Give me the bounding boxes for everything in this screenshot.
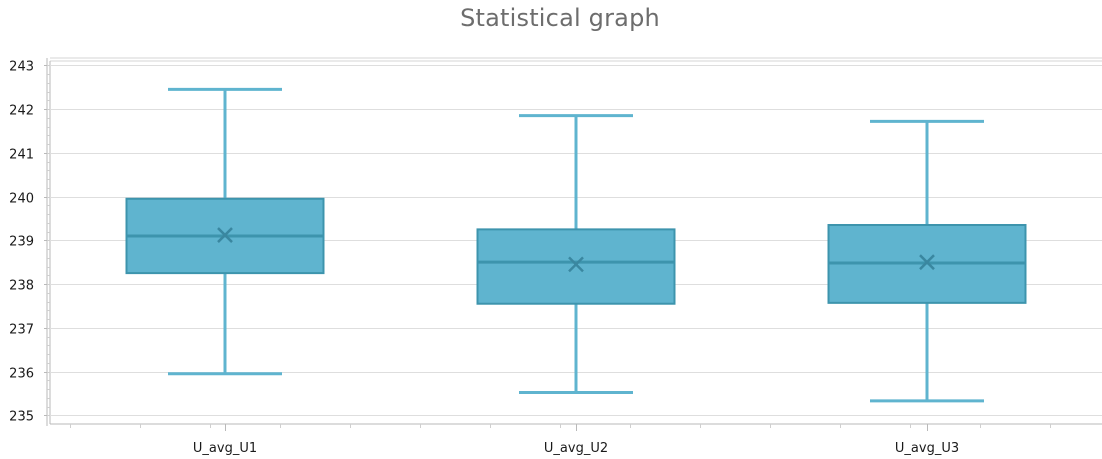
box-series-3 [827,119,1027,403]
y-tick-label: 242 [9,104,34,119]
y-tick-label: 241 [9,148,34,163]
mean-marker [217,227,233,243]
x-tick-label: U_avg_U3 [895,441,959,456]
mean-marker-stroke [568,256,584,273]
iqr-box [476,228,676,305]
y-tick-label: 237 [9,323,34,338]
mean-marker [568,256,584,273]
y-tick-label: 236 [9,367,34,382]
mean-marker-stroke [919,254,935,271]
mean-marker [919,254,935,271]
y-tick-label: 243 [9,60,34,75]
chart-title: Statistical graph [460,4,660,32]
y-tick-label: 240 [9,192,34,207]
y-tick-label: 238 [9,279,34,294]
y-tick-label: 239 [9,235,34,250]
y-axis: 235 236 237 238 239 240 241 242 243 [9,60,50,425]
plot-frame [46,57,1102,426]
x-axis: U_avg_U1 U_avg_U2 U_avg_U3 [70,424,1051,456]
y-tick-label: 235 [9,410,34,425]
mean-marker-stroke [217,227,233,243]
box-series-1 [125,87,325,376]
boxes [125,87,1027,403]
box-series-2 [476,114,676,395]
x-tick-label: U_avg_U1 [193,441,257,456]
x-tick-label: U_avg_U2 [544,441,608,456]
